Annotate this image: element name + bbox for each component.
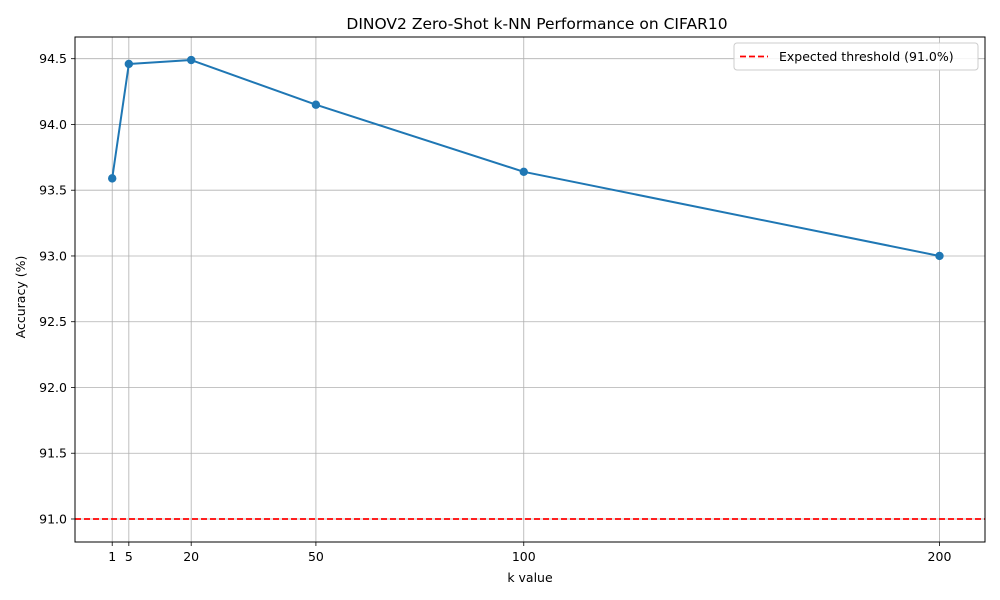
legend-threshold-label: Expected threshold (91.0%) bbox=[779, 49, 954, 64]
x-tick-label: 50 bbox=[308, 549, 324, 564]
data-point bbox=[311, 100, 321, 109]
legend: Expected threshold (91.0%) bbox=[733, 42, 979, 71]
data-point bbox=[519, 167, 528, 176]
data-point bbox=[108, 174, 117, 183]
x-tick-label: 100 bbox=[512, 549, 536, 564]
x-tick-label: 1 bbox=[108, 549, 116, 564]
y-tick-label: 91.5 bbox=[39, 446, 67, 461]
x-tick-label: 5 bbox=[125, 549, 133, 564]
x-tick-label: 200 bbox=[928, 549, 952, 564]
y-tick-label: 92.0 bbox=[39, 380, 67, 395]
y-tick-label: 93.5 bbox=[39, 183, 67, 198]
data-point bbox=[124, 59, 134, 69]
x-axis-label: k value bbox=[507, 570, 553, 585]
y-axis-label: Accuracy (%) bbox=[13, 256, 28, 339]
y-tick-label: 94.5 bbox=[39, 51, 67, 66]
y-tick-label: 93.0 bbox=[39, 248, 67, 263]
ticks: 1 5 20 50 100 200 91.0 91.5 92.0 92.5 93.0 93.5 94.0… bbox=[39, 51, 951, 564]
chart-title: DINOV2 Zero-Shot k-NN Performance on CIF… bbox=[346, 15, 727, 33]
data-point bbox=[186, 55, 196, 65]
legend-box bbox=[733, 42, 979, 71]
plot-frame bbox=[74, 36, 986, 543]
y-tick-label: 92.5 bbox=[39, 314, 67, 329]
x-tick-label: 20 bbox=[183, 549, 199, 564]
series-layer bbox=[108, 55, 944, 261]
series-line bbox=[111, 59, 940, 257]
data-point bbox=[935, 251, 944, 261]
y-tick-label: 91.0 bbox=[39, 511, 67, 526]
y-tick-label: 94.0 bbox=[39, 117, 67, 132]
